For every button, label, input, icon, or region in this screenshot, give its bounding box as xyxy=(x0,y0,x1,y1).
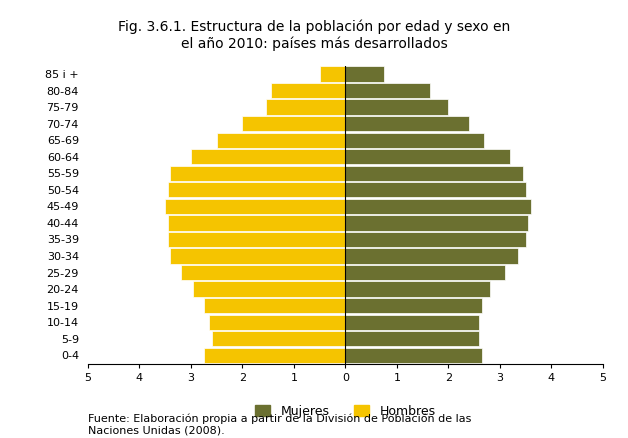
Bar xyxy=(345,282,490,297)
Bar xyxy=(345,67,384,81)
Legend: Mujeres, Hombres: Mujeres, Hombres xyxy=(251,399,440,423)
Bar xyxy=(170,166,345,181)
Bar xyxy=(345,116,469,131)
Bar xyxy=(345,83,430,98)
Bar xyxy=(212,331,345,346)
Bar xyxy=(168,232,345,247)
Bar xyxy=(345,348,482,363)
Bar xyxy=(345,99,448,115)
Bar xyxy=(345,248,518,264)
Bar xyxy=(209,314,345,330)
Bar xyxy=(181,265,345,280)
Bar xyxy=(203,348,345,363)
Bar xyxy=(168,215,345,230)
Bar xyxy=(345,215,528,230)
Bar xyxy=(345,182,526,198)
Bar xyxy=(242,116,345,131)
Bar xyxy=(345,149,510,164)
Bar xyxy=(191,149,345,164)
Bar xyxy=(345,298,482,313)
Bar xyxy=(266,99,345,115)
Bar xyxy=(345,199,531,214)
Bar xyxy=(170,248,345,264)
Bar xyxy=(345,232,526,247)
Bar xyxy=(217,133,345,148)
Bar xyxy=(345,331,479,346)
Bar xyxy=(203,298,345,313)
Text: Fig. 3.6.1. Estructura de la población por edad y sexo en
el año 2010: países má: Fig. 3.6.1. Estructura de la población p… xyxy=(118,20,510,51)
Text: Fuente: Elaboración propia a partir de la División de Población de las
Naciones : Fuente: Elaboración propia a partir de l… xyxy=(88,414,471,436)
Bar xyxy=(345,314,479,330)
Bar xyxy=(345,133,484,148)
Bar xyxy=(345,166,523,181)
Bar xyxy=(168,182,345,198)
Bar xyxy=(320,67,345,81)
Bar xyxy=(165,199,345,214)
Bar xyxy=(193,282,345,297)
Bar xyxy=(271,83,345,98)
Bar xyxy=(345,265,505,280)
